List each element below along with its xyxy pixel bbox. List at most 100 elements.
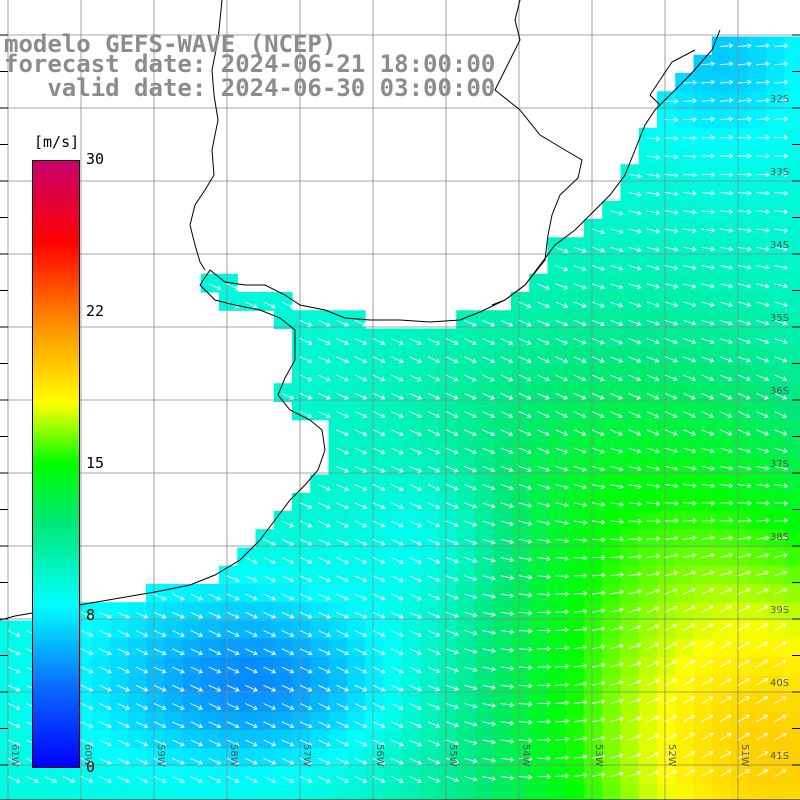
wind-arrow [664, 623, 678, 631]
wind-arrow [336, 611, 350, 619]
wind-cell [438, 419, 457, 439]
wind-arrow [226, 648, 240, 656]
wind-arrow [537, 465, 551, 472]
wind-cell [0, 693, 19, 713]
wind-arrow [153, 648, 167, 656]
wind-arrow [99, 684, 112, 692]
wind-arrow [573, 608, 588, 614]
wind-arrow [646, 374, 660, 382]
wind-arrow [500, 775, 515, 781]
wind-arrow [774, 43, 789, 49]
wind-arrow [737, 623, 751, 631]
wind-cell [438, 638, 457, 658]
wind-cell [456, 456, 476, 476]
wind-arrow [591, 753, 606, 759]
wind-cell [730, 383, 749, 403]
wind-cell [748, 438, 768, 457]
wind-cell [91, 657, 111, 676]
wind-arrow [646, 228, 661, 234]
wind-arrow [737, 227, 752, 233]
wind-cell [474, 383, 494, 403]
wind-cell [748, 419, 768, 439]
wind-arrow [500, 684, 515, 690]
wind-cell [383, 365, 403, 384]
wind-arrow [518, 756, 533, 762]
wind-cell [438, 438, 457, 457]
wind-cell [547, 784, 567, 800]
wind-cell [584, 255, 603, 275]
wind-cell [565, 565, 585, 585]
wind-arrow [391, 611, 404, 619]
wind-arrow [500, 647, 515, 653]
wind-cell [766, 219, 786, 238]
wind-arrow [336, 575, 350, 583]
wind-cell [109, 638, 129, 658]
wind-arrow [482, 703, 497, 709]
wind-cell [511, 328, 530, 348]
wind-arrow [683, 623, 696, 631]
wind-cell [292, 310, 311, 330]
wind-arrow [518, 374, 532, 382]
wind-arrow [664, 553, 679, 559]
wind-arrow [263, 538, 277, 546]
wind-arrow [610, 392, 623, 400]
wind-arrow [701, 209, 716, 215]
wind-cell [748, 200, 768, 220]
wind-cell [638, 164, 658, 184]
wind-cell [419, 328, 439, 348]
wind-cell [438, 711, 457, 731]
wind-arrow [299, 757, 313, 765]
wind-cell [711, 36, 731, 56]
wind-cell [602, 456, 622, 476]
wind-cell [182, 584, 202, 603]
wind-arrow [719, 518, 734, 524]
wind-cell [200, 784, 220, 800]
wind-cell [657, 146, 676, 165]
wind-arrow [445, 593, 459, 600]
wind-arrow [226, 611, 240, 619]
wind-cell [182, 602, 202, 622]
wind-cell [383, 693, 403, 713]
wind-arrow [445, 538, 459, 546]
wind-speed-field [0, 36, 800, 800]
wind-cell [0, 620, 19, 640]
lat-label-32s: 32S [770, 94, 790, 105]
wind-arrow [701, 587, 715, 595]
wind-cell [766, 383, 786, 403]
wind-cell [0, 638, 19, 658]
wind-arrow [464, 648, 478, 654]
wind-arrow [427, 465, 441, 473]
wind-cell [237, 584, 257, 603]
wind-arrow [646, 660, 660, 668]
wind-arrow [245, 757, 258, 765]
wind-cell [91, 748, 111, 768]
wind-cell [310, 492, 330, 512]
wind-arrow [391, 520, 404, 528]
wind-cell [547, 474, 567, 494]
wind-arrow [190, 739, 204, 747]
wind-arrow [719, 587, 733, 595]
wind-arrow [573, 573, 588, 579]
wind-arrow [318, 374, 331, 382]
wind-cell [328, 365, 348, 384]
wind-cell [711, 328, 731, 348]
wind-cell [255, 693, 275, 713]
wind-cell [401, 383, 421, 403]
wind-cell [565, 383, 585, 403]
wind-cell [584, 492, 603, 512]
wind-arrow [737, 61, 752, 67]
wind-arrow [537, 502, 551, 508]
wind-cell [784, 383, 800, 403]
wind-arrow [354, 593, 368, 601]
wind-arrow [774, 135, 789, 141]
wind-cell [730, 200, 749, 220]
wind-arrow [555, 573, 570, 579]
wind-cell [730, 73, 749, 92]
wind-arrow [591, 465, 606, 472]
wind-arrow [135, 757, 149, 765]
wind-arrow [555, 484, 569, 490]
wind-arrow [610, 607, 624, 613]
wind-cell [511, 401, 530, 421]
wind-arrow [391, 392, 404, 400]
wind-cell [675, 237, 695, 257]
